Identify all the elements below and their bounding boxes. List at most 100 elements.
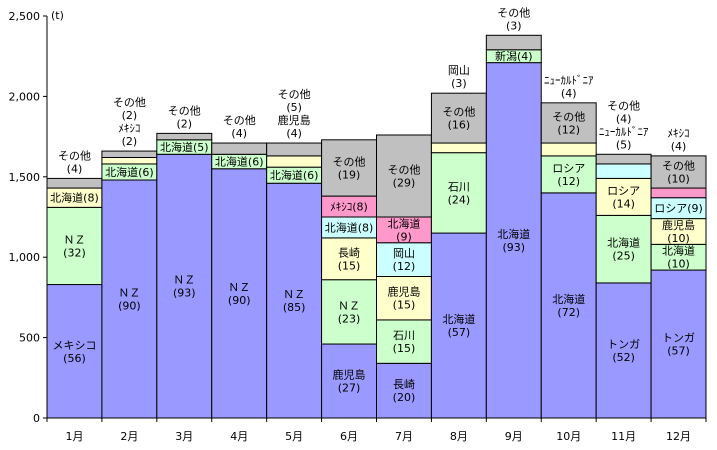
segment-label: その他 <box>662 159 695 172</box>
bar-segment <box>266 182 323 419</box>
segment-label: 北海道 <box>387 216 420 230</box>
x-tick-label: 7月 <box>395 430 413 443</box>
y-tick-label: 0 <box>33 412 40 425</box>
bar-segment <box>650 269 707 419</box>
x-tick-label: 9月 <box>505 430 523 443</box>
x-tick-label: 12月 <box>666 430 691 443</box>
segment-label: (23) <box>338 312 361 325</box>
top-label: (4) <box>67 162 83 175</box>
bar-segment <box>595 153 652 165</box>
segment-label: ＮＺ <box>118 287 140 300</box>
segment-label: その他 <box>333 155 366 168</box>
top-label: その他 <box>497 6 530 19</box>
bar-segment <box>650 218 707 245</box>
x-tick-label: 8月 <box>450 430 468 443</box>
bar-segment <box>321 237 378 281</box>
segment-label: (72) <box>557 306 580 319</box>
segment-label: (19) <box>338 168 361 181</box>
segment-label: (56) <box>63 352 86 365</box>
top-label: 岡山 <box>448 64 470 77</box>
y-axis-ticks: 0 500 1,000 1,500 2,000 2,500 <box>9 10 47 425</box>
segment-label: (10) <box>667 258 690 271</box>
top-label: その他 <box>168 104 201 117</box>
segment-label: 石川 <box>393 329 415 342</box>
x-tick-label: 3月 <box>175 430 193 443</box>
bar-top-labels: その他(4)その他(2)ﾒｷｼｺ(2)その他(2) その他(4)その他(5)鹿児島… <box>58 6 690 175</box>
top-label: (4) <box>286 127 302 140</box>
x-tick-label: 6月 <box>340 430 358 443</box>
top-label: その他 <box>58 149 91 162</box>
bar-segment <box>540 192 597 419</box>
segment-label: 新潟(4) <box>495 49 533 63</box>
bar-segment <box>211 142 268 155</box>
top-label: (5) <box>286 101 302 114</box>
y-tick-label: 1,500 <box>9 171 41 184</box>
segment-label: 岡山 <box>393 247 415 260</box>
top-label: その他 <box>278 88 311 101</box>
segment-label: (15) <box>338 259 361 272</box>
y-tick-label: 500 <box>19 332 40 345</box>
segment-label: 北海道 <box>497 227 530 241</box>
segment-label: ＮＺ <box>173 274 195 287</box>
segment-label: 北海道 <box>662 244 695 258</box>
top-label: その他 <box>113 96 146 109</box>
y-tick-label: 2,000 <box>9 90 41 103</box>
segment-label: ロシア <box>607 184 640 197</box>
segment-label: (93) <box>502 241 525 254</box>
bar-segment <box>430 142 487 154</box>
top-label: ﾆｭｰｶﾙﾄﾞﾆｱ <box>599 125 649 138</box>
bar-segment <box>485 62 542 419</box>
x-axis-labels: 1月 2月 3月 4月 5月 6月 7月 8月 9月 10月 11月 12月 <box>46 418 707 443</box>
segment-label: 北海道(6) <box>270 168 319 182</box>
segment-label: メキシコ <box>52 339 96 352</box>
segment-label: 北海道(8) <box>50 191 99 205</box>
segment-label: (15) <box>393 342 416 355</box>
segment-label: (15) <box>393 299 416 312</box>
segment-label: (10) <box>667 172 690 185</box>
segment-label: 長崎 <box>338 245 360 259</box>
y-tick-label: 1,000 <box>9 251 41 264</box>
segment-label: (29) <box>393 176 416 189</box>
segment-label: ロシア(9) <box>654 202 703 215</box>
segment-label: (16) <box>448 119 471 132</box>
top-label: (2) <box>122 109 138 122</box>
segment-label: 北海道 <box>442 312 475 326</box>
bar-segment <box>321 279 378 345</box>
bar-segment <box>650 155 707 189</box>
bar-segment <box>540 142 597 157</box>
segment-label: (24) <box>448 193 471 206</box>
x-tick-label: 10月 <box>556 430 581 443</box>
segment-label: (12) <box>557 123 580 136</box>
bar-segment <box>321 139 378 197</box>
x-tick-label: 5月 <box>285 430 303 443</box>
top-label: (5) <box>616 138 632 151</box>
segment-label: ロシア <box>552 162 585 175</box>
segment-label: (25) <box>612 250 635 263</box>
segment-label: ﾒｷｼｺ(8) <box>330 201 368 214</box>
segment-label: トンガ <box>607 338 640 351</box>
y-unit-label: (t) <box>51 9 64 22</box>
x-tick-label: 1月 <box>65 430 83 443</box>
segment-label: 鹿児島 <box>387 285 420 299</box>
bar-segment <box>266 142 323 157</box>
segment-label: (27) <box>338 382 361 395</box>
bar-segment <box>46 177 103 189</box>
segment-label: ＮＺ <box>338 299 360 312</box>
bar-segment <box>376 242 432 277</box>
segment-label: 北海道(8) <box>325 220 374 234</box>
x-tick-label: 4月 <box>230 430 248 443</box>
top-label: ﾆｭｰｶﾙﾄﾞﾆｱ <box>544 74 594 87</box>
top-label: (4) <box>616 112 632 125</box>
bar-segment <box>540 102 597 144</box>
segment-label: (9) <box>396 230 412 243</box>
bar-segment <box>376 319 432 364</box>
segment-label: ＮＺ <box>228 281 250 294</box>
segment-label: (32) <box>63 246 86 259</box>
segment-label: (12) <box>557 175 580 188</box>
segment-label: その他 <box>552 110 585 123</box>
segment-label: 北海道 <box>607 236 640 250</box>
top-label: (2) <box>122 135 138 148</box>
top-label: (4) <box>561 87 577 100</box>
segment-label: (85) <box>283 301 306 314</box>
top-label: (4) <box>231 127 247 140</box>
